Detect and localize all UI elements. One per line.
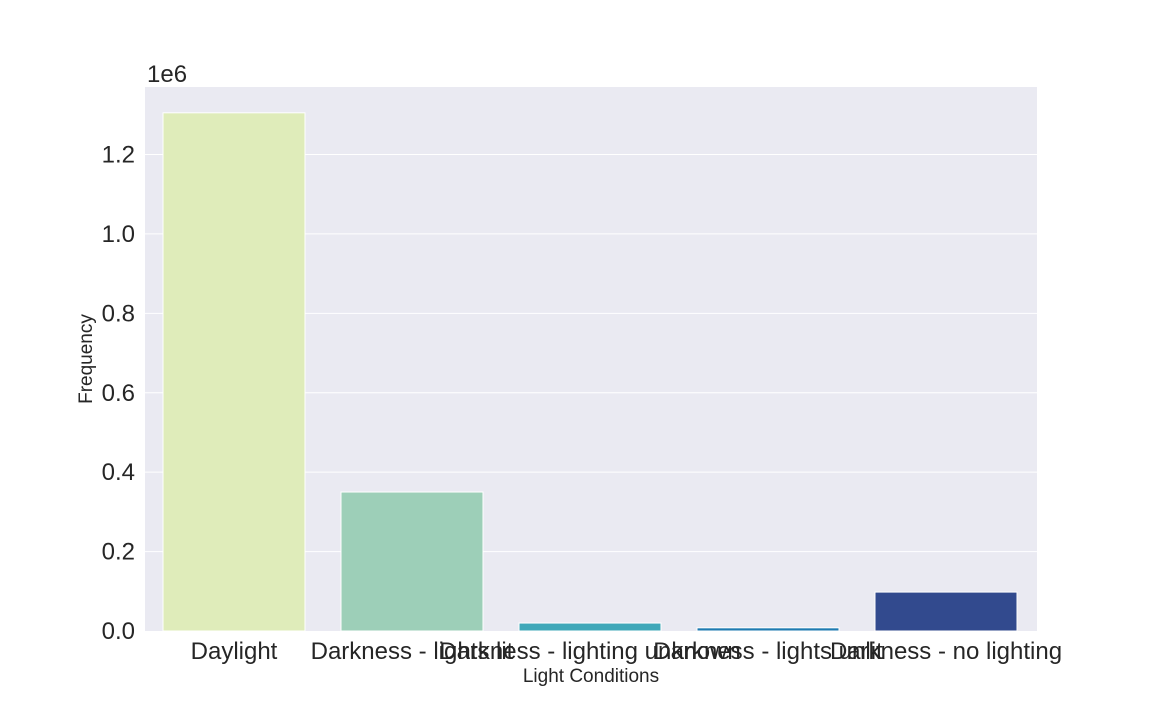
y-tick-label: 0.2	[102, 539, 135, 566]
x-tick-label: Daylight	[191, 638, 278, 665]
y-tick-label: 0.8	[102, 300, 135, 327]
bar	[162, 112, 306, 632]
x-tick-label: Darkness - lighting unknown	[439, 638, 741, 665]
bar	[340, 491, 484, 632]
x-tick-label: Darkness - no lighting	[830, 638, 1062, 665]
y-axis-title: Frequency	[76, 314, 97, 404]
y-tick-labels: 0.0 0.2 0.4 0.6 0.8 1.0 1.2	[102, 142, 135, 645]
x-tick-label: Darkness - lights unlit	[653, 638, 883, 665]
bar	[874, 591, 1018, 632]
bar	[518, 622, 662, 632]
bars	[162, 112, 1018, 632]
y-tick-label: 0.4	[102, 459, 135, 486]
y-tick-label: 0.0	[102, 618, 135, 645]
y-tick-label: 1.2	[102, 142, 135, 169]
x-tick-label: Darkness - lights lit	[311, 638, 514, 665]
x-axis-title: Light Conditions	[523, 666, 659, 687]
y-tick-label: 0.6	[102, 380, 135, 407]
y-tick-label: 1.0	[102, 221, 135, 248]
bar	[696, 627, 840, 632]
y-scale-offset-label: 1e6	[147, 61, 187, 88]
